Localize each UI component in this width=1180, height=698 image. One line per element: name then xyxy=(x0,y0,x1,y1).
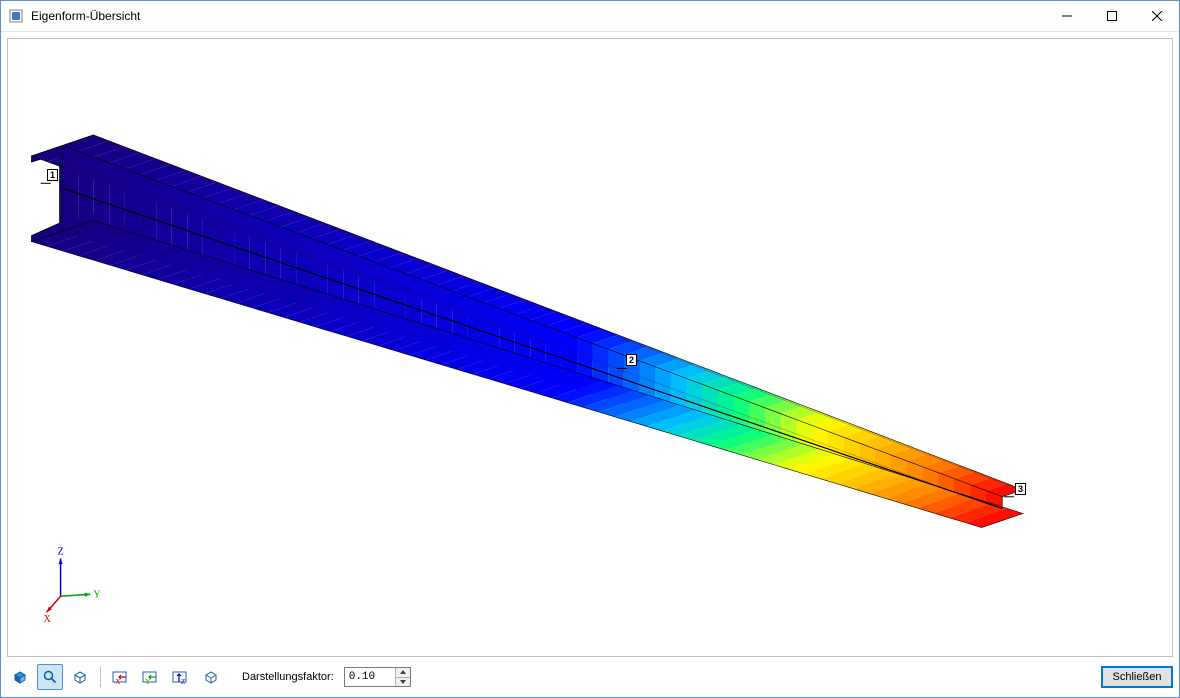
svg-text:Z: Z xyxy=(58,546,64,557)
view-x-button[interactable]: -X xyxy=(108,664,134,690)
window-frame: Eigenform-Übersicht Z Y X 1 2 3 xyxy=(0,0,1180,698)
display-factor-spinner[interactable] xyxy=(344,667,411,687)
svg-text:-Y: -Y xyxy=(143,678,150,685)
app-icon xyxy=(9,9,23,23)
window-title: Eigenform-Übersicht xyxy=(31,9,1044,23)
display-factor-input[interactable] xyxy=(345,668,395,686)
zoom-button[interactable] xyxy=(37,664,63,690)
maximize-button[interactable] xyxy=(1089,1,1134,31)
svg-text:Z: Z xyxy=(181,678,185,685)
toolbar-separator xyxy=(100,667,101,687)
dialog-close-button[interactable]: Schließen xyxy=(1101,666,1173,688)
spinner-down-button[interactable] xyxy=(396,678,410,687)
minimize-button[interactable] xyxy=(1044,1,1089,31)
titlebar: Eigenform-Übersicht xyxy=(1,1,1179,32)
node-label: 2 xyxy=(626,354,637,366)
svg-text:Y: Y xyxy=(93,589,100,600)
client-area: Z Y X 1 2 3 xyxy=(1,32,1179,697)
node-label: 3 xyxy=(1015,483,1026,495)
window-controls xyxy=(1044,1,1179,31)
bottom-toolbar: -X -Y Z xyxy=(7,657,1173,691)
close-button[interactable] xyxy=(1134,1,1179,31)
svg-text:-X: -X xyxy=(113,678,120,685)
view-z-button[interactable]: Z xyxy=(168,664,194,690)
wireframe-button[interactable] xyxy=(67,664,93,690)
view-iso-button[interactable] xyxy=(198,664,224,690)
spinner-up-button[interactable] xyxy=(396,668,410,678)
svg-text:X: X xyxy=(44,614,51,625)
display-factor-label: Darstellungsfaktor: xyxy=(242,671,334,683)
node-label: 1 xyxy=(47,169,58,181)
shading-button[interactable] xyxy=(7,664,33,690)
viewport-3d[interactable]: Z Y X 1 2 3 xyxy=(7,38,1173,657)
view-y-button[interactable]: -Y xyxy=(138,664,164,690)
